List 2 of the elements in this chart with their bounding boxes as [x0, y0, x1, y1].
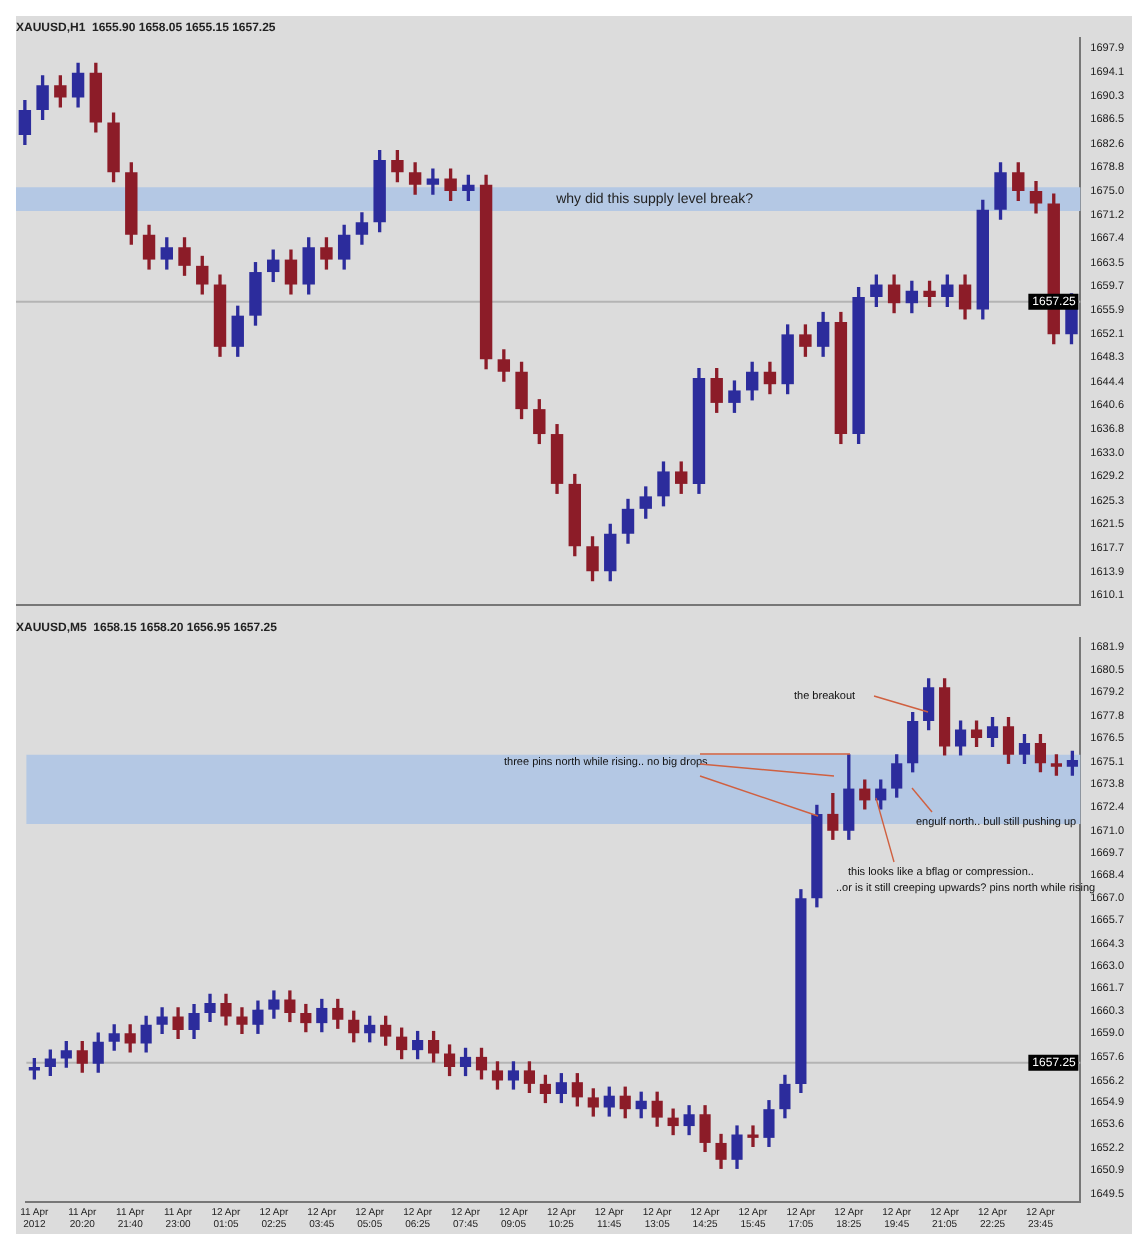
candlestick [426, 168, 440, 195]
candlestick [747, 1125, 759, 1147]
